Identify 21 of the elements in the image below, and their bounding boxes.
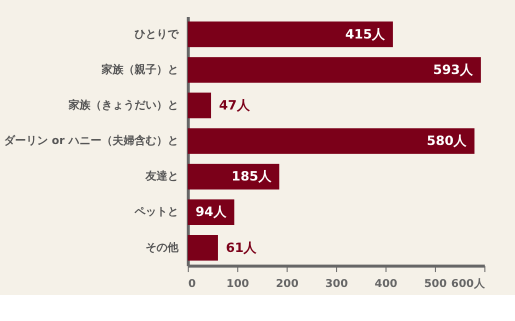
y-tick-label: その他 xyxy=(145,240,180,254)
data-label: 61人 xyxy=(226,240,258,256)
x-tick-label: 400 xyxy=(374,276,398,290)
x-tick-label: 0 xyxy=(188,276,196,290)
data-label: 580人 xyxy=(426,134,468,150)
data-label: 94人 xyxy=(195,205,228,220)
x-tick-label: 300 xyxy=(325,276,348,290)
y-tick-label: ひとりで xyxy=(134,27,180,40)
y-tick-label: 家族（きょうだい）と xyxy=(67,98,178,112)
y-tick-label: ダーリン or ハニー（夫婦含む）と xyxy=(4,134,178,148)
data-label: 47人 xyxy=(218,98,251,114)
data-label: 593人 xyxy=(433,62,474,78)
y-tick-label: 家族（親子）と xyxy=(100,62,178,76)
x-tick-label: 100 xyxy=(226,276,250,290)
x-tick-label: 200 xyxy=(276,276,299,290)
data-label: 185人 xyxy=(232,170,272,185)
x-tick-label: 500 xyxy=(424,276,448,290)
y-tick-label: ペットと xyxy=(133,205,178,218)
x-tick-label: 600人 xyxy=(451,276,486,290)
data-label: 415人 xyxy=(345,27,386,42)
y-tick-label: 友達と xyxy=(144,170,178,183)
